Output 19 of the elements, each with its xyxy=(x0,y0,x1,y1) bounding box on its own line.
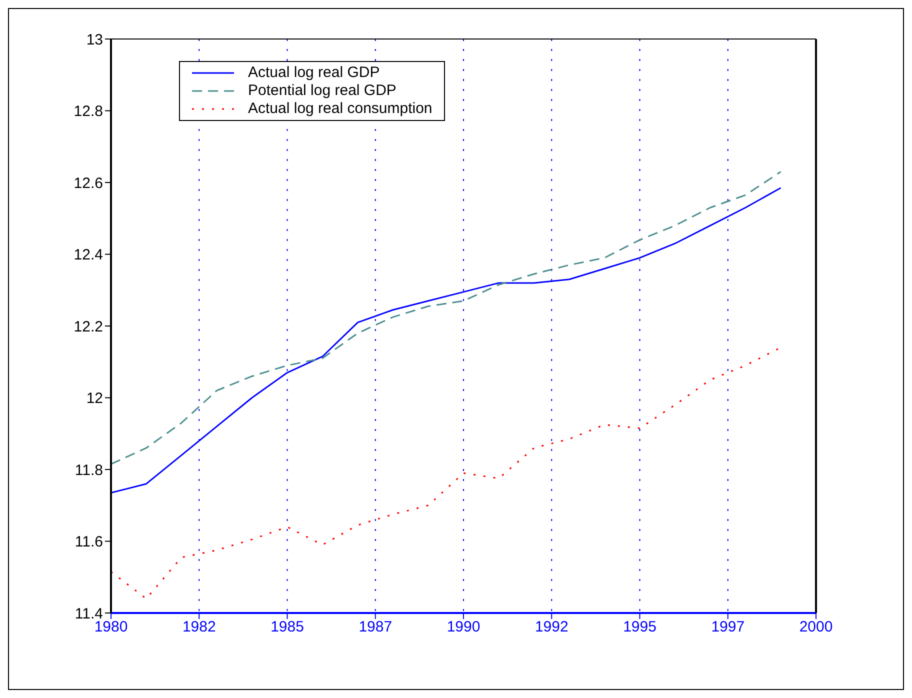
legend-label: Actual log real GDP xyxy=(248,64,380,82)
y-tick-label: 11.8 xyxy=(74,462,103,479)
legend-label: Potential log real GDP xyxy=(248,82,396,100)
y-tick-label: 12.8 xyxy=(74,103,103,120)
x-tick-label: 1987 xyxy=(358,618,392,636)
x-tick-label: 1992 xyxy=(534,618,568,636)
y-tick-label: 11.6 xyxy=(74,534,103,551)
y-tick-label: 12 xyxy=(86,390,103,408)
y-tick-label: 12.6 xyxy=(74,174,103,192)
y-tick-label: 12.4 xyxy=(74,246,103,264)
x-tick-label: 2000 xyxy=(799,618,833,636)
x-tick-label: 1990 xyxy=(446,618,480,636)
x-tick-label: 1985 xyxy=(270,618,304,636)
x-tick-label: 1982 xyxy=(182,618,216,636)
y-tick-label: 13 xyxy=(86,31,103,48)
x-tick-label: 1995 xyxy=(623,618,656,636)
legend-label: Actual log real consumption xyxy=(248,100,432,118)
x-tick-label: 1997 xyxy=(711,618,745,636)
y-tick-label: 12.2 xyxy=(74,318,103,336)
